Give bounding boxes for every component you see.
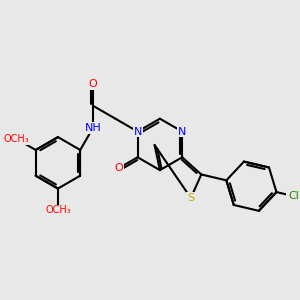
Text: Cl: Cl <box>289 191 299 201</box>
Text: NH: NH <box>85 123 101 133</box>
Text: OCH₃: OCH₃ <box>4 134 30 144</box>
Text: N: N <box>178 127 186 136</box>
Text: OCH₃: OCH₃ <box>45 206 71 215</box>
Text: O: O <box>89 79 98 89</box>
Text: N: N <box>134 127 142 136</box>
Text: S: S <box>187 193 194 203</box>
Text: O: O <box>114 163 123 173</box>
